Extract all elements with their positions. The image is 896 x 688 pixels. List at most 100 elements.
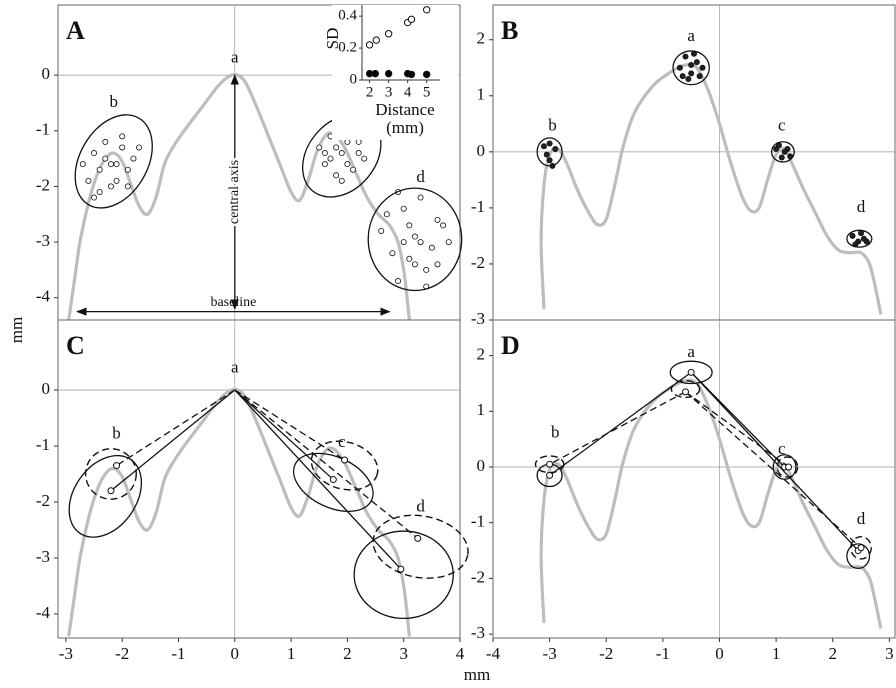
mean-point [546, 460, 554, 468]
y-tick-label: -1 [36, 435, 50, 454]
y-tick-label: 0 [477, 456, 486, 475]
x-tick-label: 2 [343, 644, 352, 663]
specimen-point [383, 211, 390, 218]
specimen-point [333, 172, 340, 179]
specimen-point [124, 183, 131, 190]
ellipse [367, 187, 463, 292]
specimen-point [355, 150, 362, 157]
landmark-label: d [857, 509, 866, 528]
x-tick-label: -3 [543, 644, 557, 663]
specimen-point [434, 216, 441, 223]
inset-y-label: SD [323, 28, 342, 50]
specimen-point [546, 157, 553, 164]
specimen-point [338, 150, 345, 157]
specimen-point [417, 239, 424, 246]
panel-frame [492, 319, 896, 639]
x-tick-label: -1 [656, 644, 670, 663]
specimen-point [136, 144, 143, 151]
specimen-point [406, 222, 413, 229]
x-tick-label: -2 [115, 644, 129, 663]
specimen-point [102, 155, 109, 162]
ellipse [846, 229, 873, 248]
specimen-point [361, 155, 368, 162]
ellipse [850, 535, 872, 560]
landmark-label: a [687, 26, 695, 45]
specimen-point [107, 183, 114, 190]
specimen-point [338, 177, 345, 184]
y-tick-label: 0 [42, 379, 51, 398]
x-tick-label: 3 [385, 84, 393, 100]
landmark-label: b [548, 116, 557, 135]
specimen-point [96, 166, 103, 173]
mean-point [414, 534, 422, 542]
x-tick-label: 3 [885, 644, 894, 663]
specimen-point [389, 250, 396, 257]
contour [539, 62, 883, 315]
y-tick-label: -3 [36, 547, 50, 566]
connector [234, 389, 419, 539]
specimen-point [858, 230, 865, 237]
contour [539, 378, 883, 629]
connector [685, 391, 862, 549]
specimen-point [113, 177, 120, 184]
specimen-point [333, 144, 340, 151]
specimen-point [395, 278, 402, 285]
specimen-point [849, 232, 856, 239]
point [422, 6, 431, 14]
specimen-point [434, 261, 441, 268]
specimen-point [688, 70, 695, 77]
specimen-point [552, 146, 559, 153]
x-tick-label: -3 [59, 644, 73, 663]
panel-letter: D [501, 331, 520, 360]
mean-point [341, 456, 349, 464]
specimen-point [693, 59, 700, 66]
ellipse [372, 514, 469, 579]
point [372, 36, 380, 44]
landmark-label: c [338, 432, 346, 451]
y-tick-label: 0.4 [338, 8, 357, 24]
contour [67, 72, 411, 321]
specimen-point [676, 64, 683, 71]
mean-point [113, 462, 121, 470]
ellipse [776, 456, 799, 478]
specimen-point [682, 53, 689, 60]
x-tick-label: 3 [399, 644, 408, 663]
mean-point [785, 463, 793, 471]
ellipse [310, 440, 379, 491]
ellipse [536, 137, 563, 167]
point [422, 70, 431, 79]
specimen-point [440, 222, 447, 229]
specimen-point [696, 73, 703, 80]
specimen-point [411, 261, 418, 268]
specimen-point [79, 161, 86, 168]
ellipse [670, 380, 701, 399]
landmark-label: a [231, 358, 239, 377]
landmark-label: b [112, 424, 121, 443]
y-tick-label: 0 [477, 141, 486, 160]
specimen-point [411, 233, 418, 240]
x-tick-label: 1 [287, 644, 296, 663]
x-axis-label: mm [464, 665, 490, 684]
connector [549, 371, 692, 476]
connector [234, 389, 334, 481]
specimen-point [679, 73, 686, 80]
y-tick-label: -3 [471, 623, 485, 642]
connector [110, 389, 236, 492]
x-tick-label: -1 [171, 644, 185, 663]
specimen-point [400, 239, 407, 246]
specimen-point [699, 64, 706, 71]
mean-point [857, 544, 865, 552]
y-tick-label: 0.2 [338, 40, 357, 56]
connector [116, 389, 236, 467]
point [384, 69, 393, 78]
mean-point [329, 476, 337, 484]
y-tick-label: 2 [477, 345, 486, 364]
specimen-point [423, 266, 430, 273]
specimen-point [773, 146, 780, 153]
landmark-label: d [857, 197, 866, 216]
ellipse [84, 448, 137, 500]
specimen-point [540, 143, 547, 150]
specimen-point [96, 188, 103, 195]
specimen-point [350, 166, 357, 173]
specimen-point [107, 161, 114, 168]
